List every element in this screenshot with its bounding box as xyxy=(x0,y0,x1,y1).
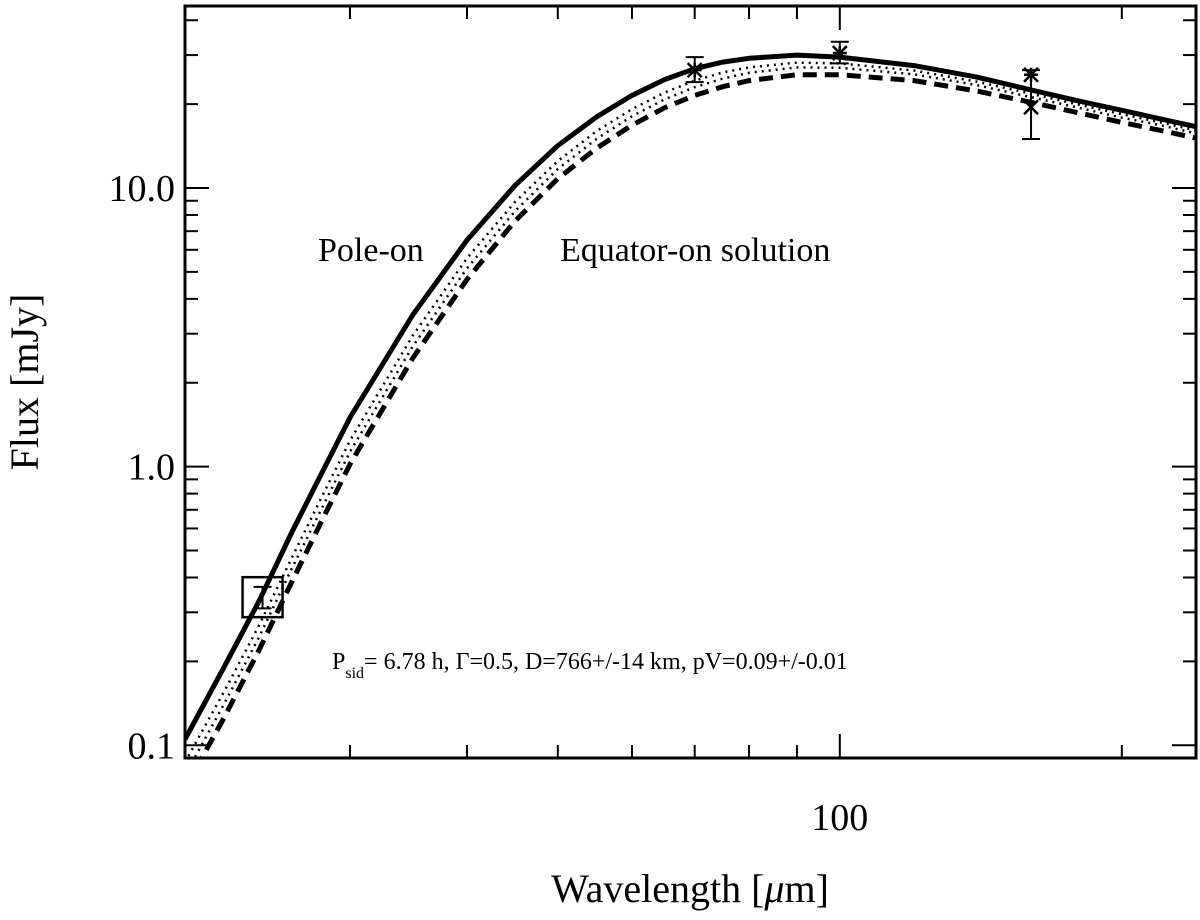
tick-labels: 100 0.1 1.0 10.0 xyxy=(109,168,869,839)
plot-frame xyxy=(183,4,1198,760)
observation-point-4 xyxy=(1022,69,1041,140)
equator-on-label: Equator-on solution xyxy=(560,232,830,269)
model-curves xyxy=(185,52,1196,758)
observation-point-2 xyxy=(830,40,849,65)
y-tick-label: 0.1 xyxy=(128,725,176,767)
y-axis-label: Flux [mJy] xyxy=(2,294,47,471)
curve-dashed-4 xyxy=(198,72,1196,758)
pole-on-label: Pole-on xyxy=(318,232,424,269)
y-tick-label: 1.0 xyxy=(128,447,176,489)
x-axis-label-main: Wavelength [ xyxy=(551,866,764,911)
parameters-label: Psid= 6.78 h, Γ=0.5, D=766+/-14 km, pV=0… xyxy=(332,649,848,682)
observation-point-5 xyxy=(241,575,284,619)
curve-solid-1 xyxy=(185,52,1196,741)
y-tick-label: 10.0 xyxy=(109,168,176,210)
period-symbol: P xyxy=(332,649,345,675)
parameters-text: = 6.78 h, Γ=0.5, D=766+/-14 km, pV=0.09+… xyxy=(364,649,848,675)
x-axis-label-greek: μ xyxy=(763,866,784,911)
axis-ticks xyxy=(185,6,1196,758)
x-axis-label-rest: m] xyxy=(785,866,829,911)
x-tick-label: 100 xyxy=(811,797,868,839)
period-subscript: sid xyxy=(345,665,364,682)
observations xyxy=(241,40,1041,619)
observation-point-1 xyxy=(685,56,704,84)
x-axis-label: Wavelength [μm] xyxy=(551,866,829,911)
